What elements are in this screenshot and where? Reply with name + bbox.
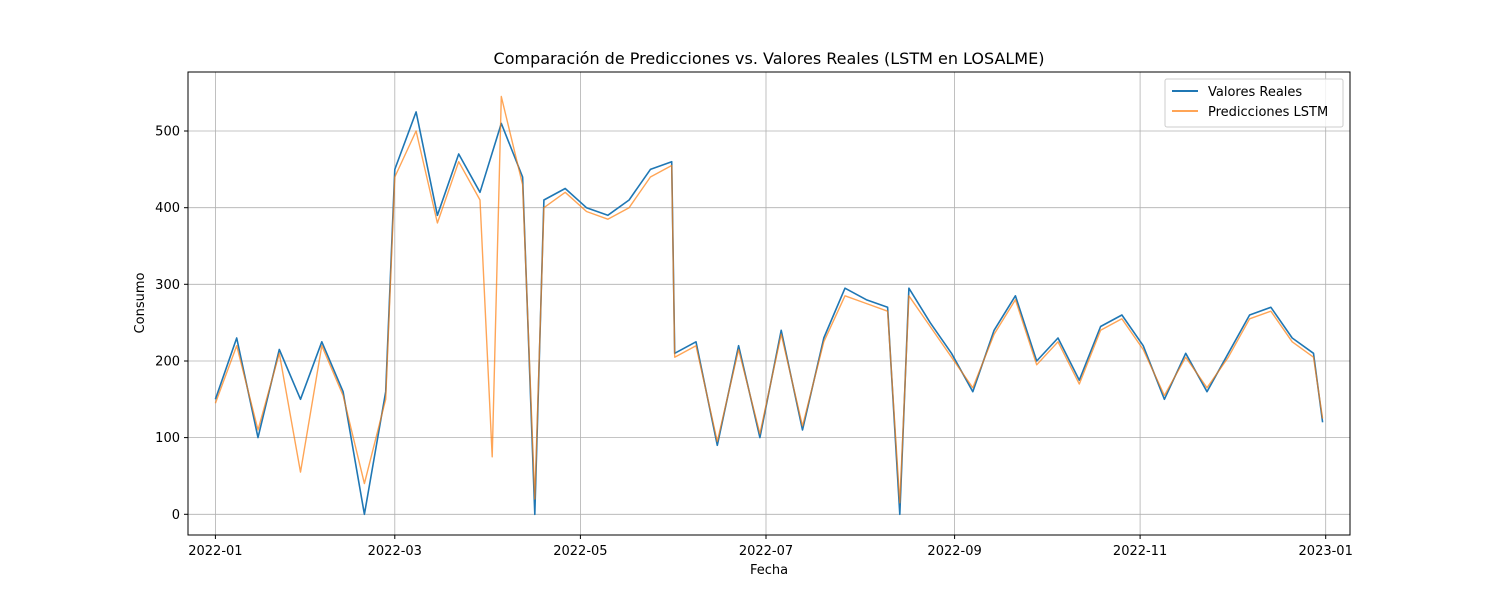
- series-line-valores-reales: [214, 111, 1324, 516]
- series-line-predicciones-lstm: [214, 95, 1324, 504]
- x-tick-label: 2022-07: [739, 544, 793, 559]
- y-tick-label: 500: [155, 125, 180, 140]
- x-ticks: 2022-01 2022-03 2022-05 2022-07 2022-09 2022-…: [188, 535, 1353, 559]
- y-tick-label: 0: [172, 508, 180, 523]
- x-tick-label: 2022-09: [927, 544, 981, 559]
- grid: [188, 72, 1350, 535]
- plot-frame: [187, 71, 1351, 536]
- legend-label-lstm: Predicciones LSTM: [1208, 105, 1328, 120]
- y-tick-label: 100: [155, 431, 180, 446]
- x-tick-label: 2022-05: [553, 544, 607, 559]
- chart-title: Comparación de Predicciones vs. Valores …: [494, 49, 1045, 68]
- y-ticks: 0 100 200 300 400 500: [155, 125, 188, 523]
- y-tick-label: 400: [155, 201, 180, 216]
- x-tick-label: 2022-01: [188, 544, 242, 559]
- x-tick-label: 2022-11: [1113, 544, 1167, 559]
- plot-series: [214, 95, 1324, 516]
- x-tick-label: 2022-03: [368, 544, 422, 559]
- legend-label-reales: Valores Reales: [1208, 85, 1302, 100]
- legend: Valores Reales Predicciones LSTM: [1164, 78, 1344, 128]
- y-tick-label: 300: [155, 278, 180, 293]
- y-tick-label: 200: [155, 355, 180, 370]
- legend-box: [1164, 78, 1344, 128]
- y-axis-label: Consumo: [133, 273, 148, 334]
- x-axis-label: Fecha: [750, 563, 788, 578]
- x-tick-label: 2023-01: [1299, 544, 1353, 559]
